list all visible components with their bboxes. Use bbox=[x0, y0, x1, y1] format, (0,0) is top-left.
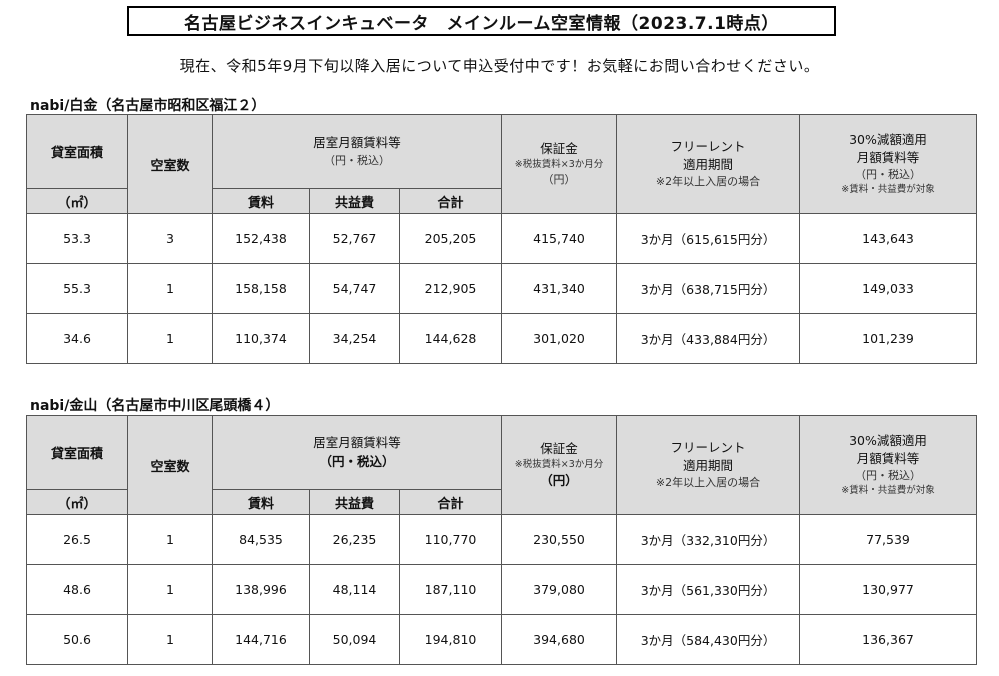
cell-free-rent: 3か月（615,615円分） bbox=[616, 213, 801, 264]
header-rent-group: 居室月額賃料等 （円・税込） bbox=[211, 415, 503, 490]
cell-count: 1 bbox=[127, 514, 213, 565]
cell-deposit: 415,740 bbox=[501, 213, 618, 264]
cell-area: 55.3 bbox=[26, 263, 128, 314]
page-title: 名古屋ビジネスインキュベータ メインルーム空室情報（2023.7.1時点） bbox=[127, 6, 836, 36]
cell-area: 53.3 bbox=[26, 213, 128, 264]
cell-free-rent: 3か月（638,715円分） bbox=[616, 263, 801, 314]
table-row: 55.3 1 158,158 54,747 212,905 431,340 3か… bbox=[26, 263, 978, 314]
section-title-kanayama: nabi/金山（名古屋市中川区尾頭橋４） bbox=[30, 398, 280, 414]
table-row: 34.6 1 110,374 34,254 144,628 301,020 3か… bbox=[26, 313, 978, 364]
header-area-unit: （㎡） bbox=[26, 188, 128, 214]
header-area-unit: （㎡） bbox=[26, 489, 128, 515]
cell-total: 187,110 bbox=[398, 564, 503, 615]
cell-free-rent: 3か月（584,430円分） bbox=[616, 614, 801, 665]
cell-rent: 138,996 bbox=[212, 564, 310, 615]
cell-total: 144,628 bbox=[398, 313, 503, 364]
cell-deposit: 394,680 bbox=[501, 614, 618, 665]
header-vacancy-count: 空室数 bbox=[127, 415, 213, 515]
cell-discount: 143,643 bbox=[799, 213, 978, 264]
cell-discount: 136,367 bbox=[799, 614, 978, 665]
header-discount: 30%減額適用 月額賃料等 （円・税込） ※賃料・共益費が対象 bbox=[799, 415, 978, 515]
cell-discount: 77,539 bbox=[799, 514, 978, 565]
cell-rent: 152,438 bbox=[212, 213, 310, 264]
cell-common: 50,094 bbox=[309, 614, 400, 665]
cell-common: 52,767 bbox=[309, 213, 400, 264]
cell-deposit: 301,020 bbox=[501, 313, 618, 364]
table-row: 53.3 3 152,438 52,767 205,205 415,740 3か… bbox=[26, 213, 978, 264]
cell-total: 205,205 bbox=[398, 213, 503, 264]
cell-discount: 149,033 bbox=[799, 263, 978, 314]
cell-area: 48.6 bbox=[26, 564, 128, 615]
header-common-fee: 共益費 bbox=[309, 188, 400, 214]
cell-area: 26.5 bbox=[26, 514, 128, 565]
header-deposit: 保証金 ※税抜賃料×3か月分 （円） bbox=[501, 415, 618, 515]
header-free-rent: フリーレント 適用期間 ※2年以上入居の場合 bbox=[616, 114, 801, 214]
cell-count: 1 bbox=[127, 263, 213, 314]
cell-area: 34.6 bbox=[26, 313, 128, 364]
header-vacancy-count: 空室数 bbox=[127, 114, 213, 214]
header-total: 合計 bbox=[398, 188, 503, 214]
header-free-rent: フリーレント 適用期間 ※2年以上入居の場合 bbox=[616, 415, 801, 515]
table-row: 50.6 1 144,716 50,094 194,810 394,680 3か… bbox=[26, 614, 978, 665]
cell-count: 1 bbox=[127, 313, 213, 364]
header-deposit: 保証金 ※税抜賃料×3か月分 （円） bbox=[501, 114, 618, 214]
cell-common: 26,235 bbox=[309, 514, 400, 565]
cell-total: 110,770 bbox=[398, 514, 503, 565]
header-rent-group: 居室月額賃料等 （円・税込） bbox=[211, 114, 503, 189]
cell-count: 1 bbox=[127, 564, 213, 615]
header-common-fee: 共益費 bbox=[309, 489, 400, 515]
header-discount: 30%減額適用 月額賃料等 （円・税込） ※賃料・共益費が対象 bbox=[799, 114, 978, 214]
cell-free-rent: 3か月（433,884円分） bbox=[616, 313, 801, 364]
vacancy-table-kanayama: 貸室面積 空室数 居室月額賃料等 （円・税込） 保証金 ※税抜賃料×3か月分 （… bbox=[26, 415, 978, 665]
notice-text: 現在、令和5年9月下旬以降入居について申込受付中です！お気軽にお問い合わせくださ… bbox=[179, 57, 820, 75]
cell-total: 212,905 bbox=[398, 263, 503, 314]
cell-deposit: 379,080 bbox=[501, 564, 618, 615]
cell-count: 1 bbox=[127, 614, 213, 665]
cell-common: 54,747 bbox=[309, 263, 400, 314]
cell-free-rent: 3か月（561,330円分） bbox=[616, 564, 801, 615]
header-total: 合計 bbox=[398, 489, 503, 515]
cell-rent: 110,374 bbox=[212, 313, 310, 364]
header-rent: 賃料 bbox=[212, 188, 310, 214]
cell-discount: 130,977 bbox=[799, 564, 978, 615]
table-row: 48.6 1 138,996 48,114 187,110 379,080 3か… bbox=[26, 564, 978, 615]
cell-rent: 144,716 bbox=[212, 614, 310, 665]
cell-common: 48,114 bbox=[309, 564, 400, 615]
cell-count: 3 bbox=[127, 213, 213, 264]
header-area: 貸室面積 bbox=[26, 415, 128, 490]
cell-discount: 101,239 bbox=[799, 313, 978, 364]
cell-area: 50.6 bbox=[26, 614, 128, 665]
cell-deposit: 431,340 bbox=[501, 263, 618, 314]
header-area: 貸室面積 bbox=[26, 114, 128, 189]
cell-free-rent: 3か月（332,310円分） bbox=[616, 514, 801, 565]
table-row: 26.5 1 84,535 26,235 110,770 230,550 3か月… bbox=[26, 514, 978, 565]
vacancy-table-shirokane: 貸室面積 空室数 居室月額賃料等 （円・税込） 保証金 ※税抜賃料×3か月分 （… bbox=[26, 114, 978, 364]
cell-rent: 84,535 bbox=[212, 514, 310, 565]
cell-rent: 158,158 bbox=[212, 263, 310, 314]
section-title-shirokane: nabi/白金（名古屋市昭和区福江２） bbox=[30, 98, 266, 114]
header-rent: 賃料 bbox=[212, 489, 310, 515]
cell-total: 194,810 bbox=[398, 614, 503, 665]
cell-deposit: 230,550 bbox=[501, 514, 618, 565]
cell-common: 34,254 bbox=[309, 313, 400, 364]
